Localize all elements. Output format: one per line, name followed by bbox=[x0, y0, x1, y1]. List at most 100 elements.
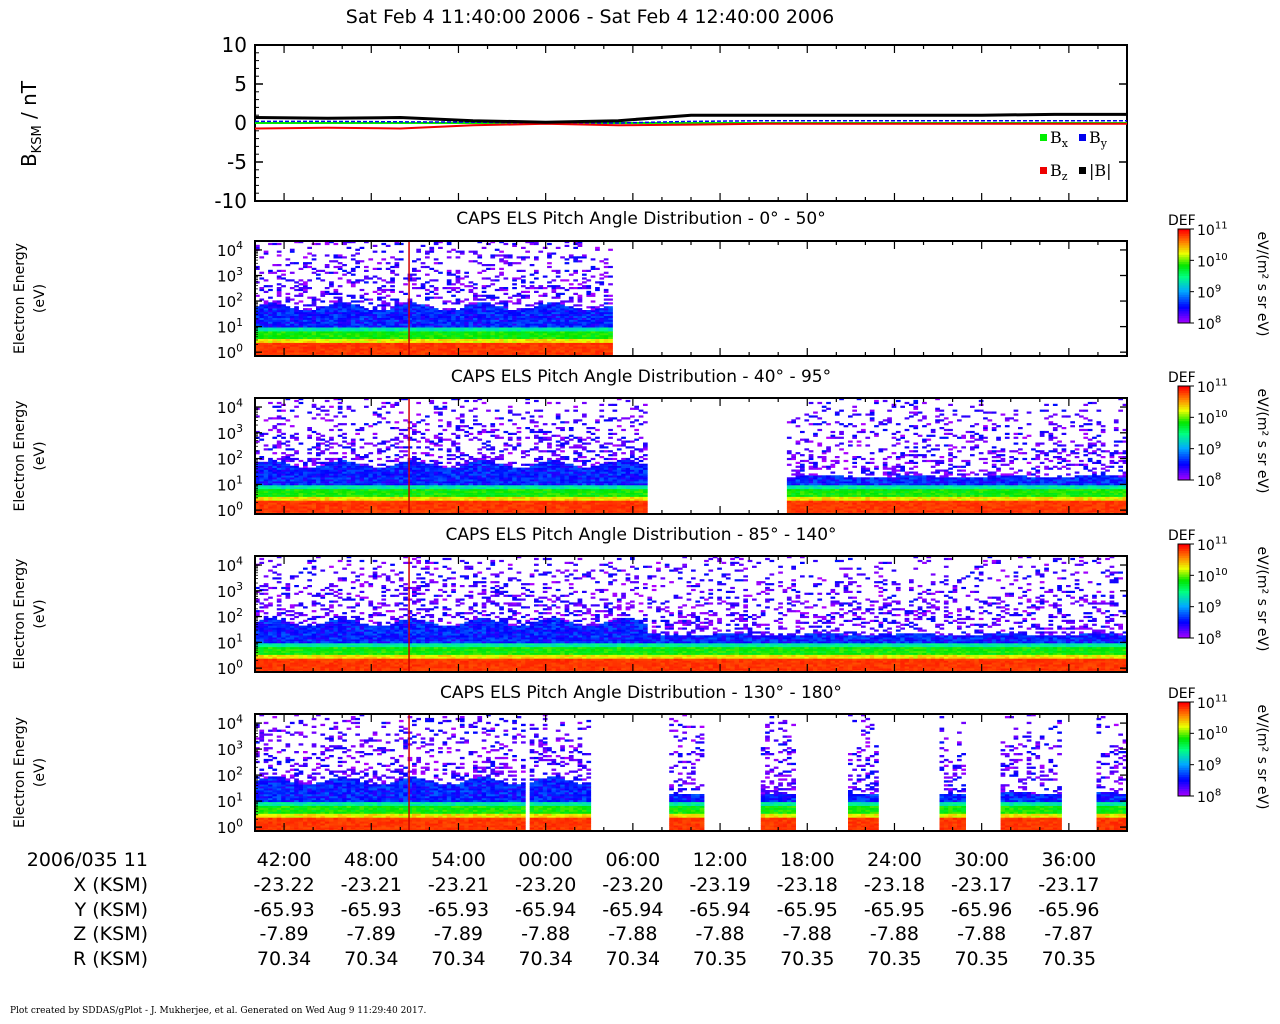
spectrogram-cell bbox=[320, 335, 325, 337]
spectrogram-cell bbox=[447, 310, 452, 312]
spectrogram-cell bbox=[320, 316, 325, 318]
spectrogram-cell bbox=[307, 247, 312, 249]
spectrogram-cell bbox=[482, 348, 487, 350]
spectrogram-cell bbox=[320, 350, 325, 352]
spectrogram-cell bbox=[403, 283, 408, 285]
spectrogram-cell bbox=[334, 314, 339, 316]
spectrogram-cell bbox=[381, 297, 386, 299]
spectrogram-cell bbox=[268, 325, 273, 327]
spectrogram-cell bbox=[294, 295, 299, 297]
spectrogram-cell bbox=[421, 345, 426, 347]
spectrogram-cell bbox=[277, 306, 282, 308]
spectrogram-cell bbox=[386, 304, 391, 306]
spectrogram-cell bbox=[486, 285, 491, 287]
spectrogram-cell bbox=[334, 312, 339, 314]
spectrogram-cell bbox=[473, 306, 478, 308]
spectrogram-cell bbox=[477, 316, 482, 318]
spectrogram-cell bbox=[320, 325, 325, 327]
spectrogram-cell bbox=[259, 318, 264, 320]
spectrogram-cell bbox=[312, 323, 317, 325]
spectrogram-cell bbox=[460, 253, 465, 255]
spectrogram-cell bbox=[286, 279, 291, 281]
spectrogram-cell bbox=[264, 341, 269, 343]
spectrogram-cell bbox=[469, 341, 474, 343]
spectrogram-cell bbox=[290, 327, 295, 329]
spectrogram-cell bbox=[355, 335, 360, 337]
spectrogram-cell bbox=[434, 346, 439, 348]
spectrogram-cell bbox=[307, 320, 312, 322]
spectrogram-cell bbox=[286, 308, 291, 310]
spectrogram-cell bbox=[403, 329, 408, 331]
spectrogram-cell bbox=[303, 350, 308, 352]
spectrogram-cell bbox=[473, 293, 478, 295]
spectrogram-cell bbox=[425, 251, 430, 253]
spectrogram-cell bbox=[425, 297, 430, 299]
spectrogram-cell bbox=[351, 297, 356, 299]
spectrogram-cell bbox=[447, 272, 452, 274]
spectrogram-cell bbox=[429, 310, 434, 312]
spectrogram-cell bbox=[355, 323, 360, 325]
spectrogram-cell bbox=[325, 243, 330, 245]
spectrogram-cell bbox=[421, 337, 426, 339]
spectrogram-cell bbox=[368, 331, 373, 333]
spectrogram-cell bbox=[429, 322, 434, 324]
spectrogram-cell bbox=[464, 285, 469, 287]
spectrogram-cell bbox=[351, 254, 356, 256]
spectrogram-cell bbox=[294, 325, 299, 327]
spectrogram-cell bbox=[355, 348, 360, 350]
spectrogram-cell bbox=[438, 345, 443, 347]
spectrogram-cell bbox=[360, 308, 365, 310]
spectrogram-cell bbox=[482, 341, 487, 343]
spectrogram-cell bbox=[299, 289, 304, 291]
spectrogram-cell bbox=[347, 312, 352, 314]
spectrogram-cell bbox=[294, 352, 299, 354]
spectrogram-cell bbox=[469, 318, 474, 320]
spectrogram-cell bbox=[312, 345, 317, 347]
spectrogram-cell bbox=[416, 306, 421, 308]
spectrogram-cell bbox=[281, 345, 286, 347]
spectrogram-cell bbox=[264, 325, 269, 327]
spectrogram-cell bbox=[294, 348, 299, 350]
spectrogram-cell bbox=[486, 268, 491, 270]
spectrogram-cell bbox=[416, 329, 421, 331]
spectrogram-cell bbox=[399, 316, 404, 318]
spectrogram-cell bbox=[456, 314, 461, 316]
spectrogram-cell bbox=[386, 316, 391, 318]
spectrogram-cell bbox=[264, 345, 269, 347]
spectrogram-cell bbox=[264, 251, 269, 253]
spectrogram-cell bbox=[373, 337, 378, 339]
spectrogram-cell bbox=[421, 285, 426, 287]
spectrogram-cell bbox=[277, 323, 282, 325]
spectrogram-cell bbox=[403, 325, 408, 327]
spectrogram-cell bbox=[395, 300, 400, 302]
spectrogram-cell bbox=[373, 322, 378, 324]
spectrogram-cell bbox=[456, 277, 461, 279]
spectrogram-cell bbox=[338, 306, 343, 308]
spectrogram-cell bbox=[368, 339, 373, 341]
spectrogram-cell bbox=[294, 281, 299, 283]
spectrogram-cell bbox=[334, 256, 339, 258]
spectrogram-cell bbox=[477, 337, 482, 339]
spectrogram-cell bbox=[299, 341, 304, 343]
spectrogram-cell bbox=[447, 251, 452, 253]
spectrogram-cell bbox=[456, 312, 461, 314]
spectrogram-0: Electron Energy (eV)CAPS ELS Pitch Angle … bbox=[12, 209, 1270, 356]
spectrogram-cell bbox=[399, 341, 404, 343]
spectrogram-cell bbox=[373, 323, 378, 325]
spectrogram-cell bbox=[412, 304, 417, 306]
spectrogram-cell bbox=[368, 322, 373, 324]
spectrogram-cell bbox=[451, 316, 456, 318]
spectrogram-cell bbox=[347, 345, 352, 347]
spectrogram-cell bbox=[386, 325, 391, 327]
spectrogram-cell bbox=[316, 343, 321, 345]
spectrogram-cell bbox=[425, 316, 430, 318]
spectrogram-cell bbox=[299, 320, 304, 322]
spectrogram-cell bbox=[412, 343, 417, 345]
spectrogram-cell bbox=[438, 323, 443, 325]
spectrogram-cell bbox=[351, 337, 356, 339]
spectrogram-cell bbox=[286, 345, 291, 347]
spectrogram-cell bbox=[259, 331, 264, 333]
spectrogram-cell bbox=[438, 350, 443, 352]
spectrogram-cell bbox=[316, 316, 321, 318]
spectrogram-cell bbox=[272, 314, 277, 316]
